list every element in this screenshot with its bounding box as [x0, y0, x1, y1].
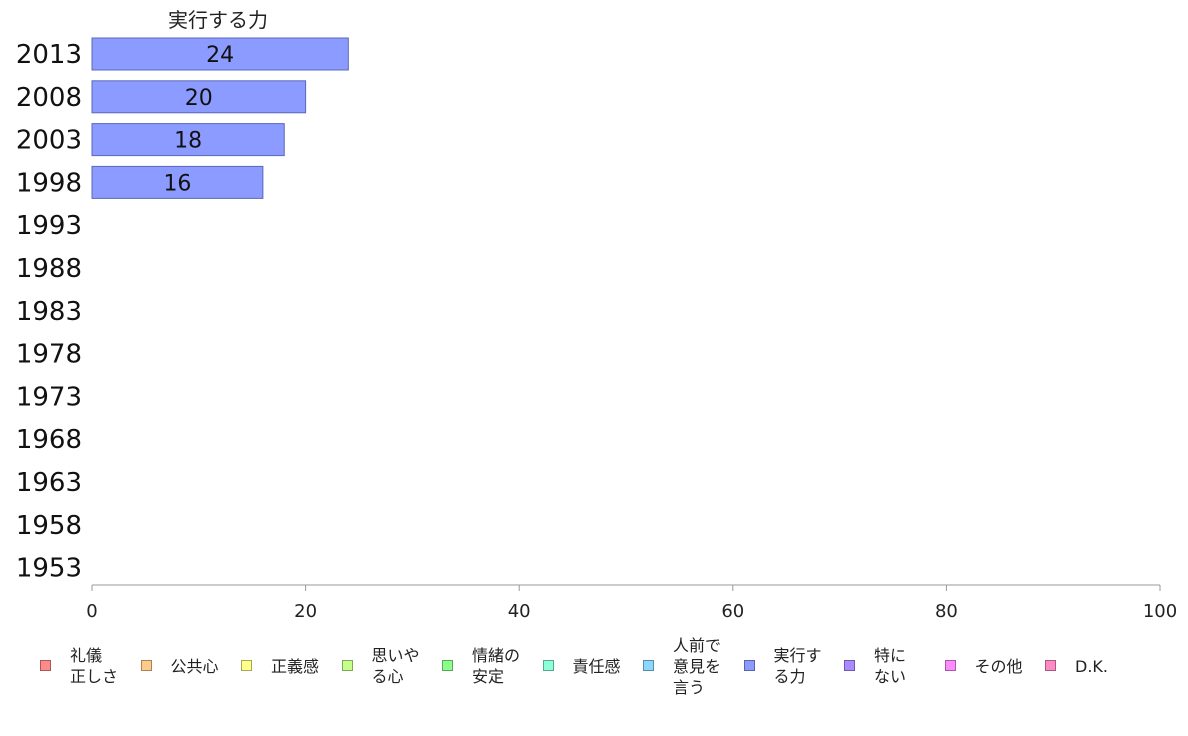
legend-swatch [1045, 660, 1056, 671]
legend-label: 正義感 [271, 656, 320, 676]
category-label: 2008 [16, 83, 82, 113]
category-label: 1978 [16, 340, 82, 370]
category-label: 1958 [16, 511, 82, 541]
legend-swatch [140, 660, 152, 671]
bar [91, 165, 264, 199]
category-label: 1983 [16, 297, 82, 327]
category-label: 1973 [16, 382, 82, 412]
chart-title: 実行する力 [168, 8, 268, 32]
legend-label: 特に ない [874, 646, 907, 686]
x-tick-label: 40 [508, 601, 531, 620]
category-label: 1963 [16, 468, 82, 498]
category-label: 1968 [16, 425, 82, 455]
x-tick-label: 100 [1143, 601, 1177, 620]
legend-label: 実行す る力 [773, 646, 822, 686]
legend-label: その他 [974, 656, 1023, 676]
legend-label: 情緒の 安定 [472, 646, 521, 686]
bar-value-label: 18 [174, 129, 202, 154]
legend-label: 責任感 [572, 656, 621, 676]
category-labels: 2013 2008 2003 1998 1993 1988 1983 1978 1973 1968… [16, 40, 82, 584]
category-label: 1953 [16, 554, 82, 584]
legend-swatch [944, 660, 956, 671]
legend-swatch [241, 660, 252, 671]
bars [91, 37, 349, 199]
category-label: 1993 [16, 211, 82, 241]
bar-value-label: 20 [185, 86, 213, 111]
x-tick-label: 0 [86, 601, 97, 620]
x-tick-label: 60 [721, 601, 744, 620]
x-axis: 0 20 40 60 80 100 [86, 584, 1177, 620]
legend-swatch [40, 660, 51, 671]
bar-value-label: 24 [206, 43, 234, 68]
bar-chart: 実行する力 2013 2008 2003 1998 1993 1988 1983 1978 19… [16, 8, 1177, 620]
category-label: 2003 [16, 126, 82, 156]
bar [91, 123, 285, 157]
legend-label: 礼儀 正しさ [70, 646, 119, 686]
bar [91, 37, 349, 71]
legend-swatch [643, 660, 654, 671]
legend-swatch [341, 660, 353, 671]
bar-value-labels: 24 20 18 16 [163, 43, 234, 196]
legend-label: 思いや る心 [371, 646, 420, 686]
x-tick-label: 80 [935, 601, 958, 620]
legend-label: 公共心 [170, 656, 219, 676]
legend-swatch [542, 660, 554, 671]
legend-swatch [844, 660, 855, 671]
x-tick-label: 20 [294, 601, 317, 620]
legend-swatch [442, 660, 453, 671]
legend-label: D.K. [1075, 656, 1108, 676]
legend-swatch [743, 660, 755, 671]
bar-value-label: 16 [163, 171, 191, 196]
category-label: 1998 [16, 168, 82, 198]
category-label: 2013 [16, 40, 82, 70]
bar [91, 80, 307, 114]
legend: 礼儀 正しさ 公共心 正義感 思いや る心 情緒の 安定 責任感 人前で 意見を 言う 実行す… [40, 634, 1160, 714]
legend-label: 人前で 意見を 言う [673, 635, 722, 697]
category-label: 1988 [16, 254, 82, 284]
